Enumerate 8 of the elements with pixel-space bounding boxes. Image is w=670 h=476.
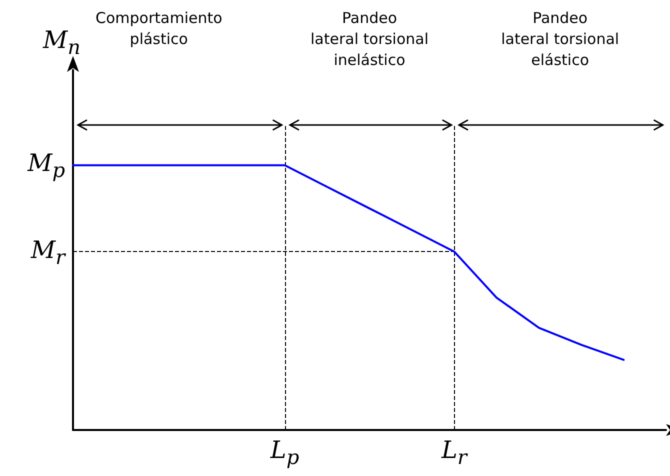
- y-axis-title: M$_{n}$: [43, 26, 80, 61]
- ref-line-label: M$_{r}$: [30, 236, 65, 270]
- text: M$_{p}$: [28, 149, 65, 184]
- x-tick-label: L$_{r}$: [441, 436, 467, 471]
- x-tick-label: L$_{p}$: [270, 436, 300, 471]
- text: Pandeo lateral torsional elástico: [500, 8, 620, 71]
- text: Comportamiento plástico: [96, 9, 222, 48]
- text: Pandeo lateral torsional inelástico: [309, 8, 430, 71]
